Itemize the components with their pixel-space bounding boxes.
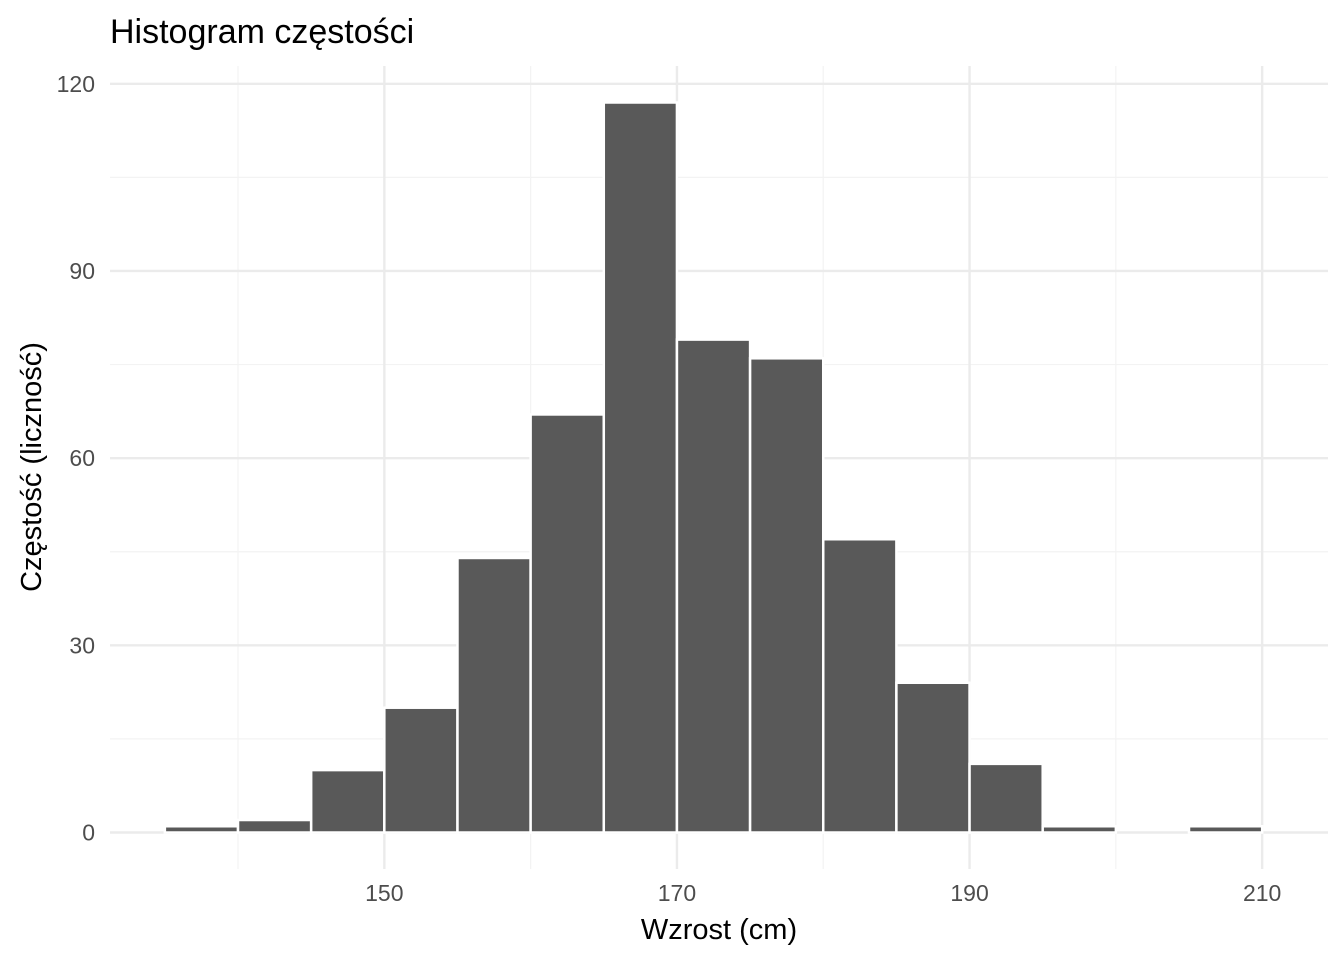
y-tick-label: 60 [69, 445, 95, 471]
histogram-bar-170-175 [675, 338, 752, 834]
histogram-bar-205-210 [1187, 825, 1264, 834]
histogram-bar-175-180 [748, 357, 825, 834]
histogram-bar-185-190 [895, 681, 971, 834]
histogram-bar-145-150 [309, 768, 386, 834]
bars [163, 101, 1264, 834]
histogram-bar-140-145 [236, 818, 313, 834]
x-tick-label: 210 [1243, 880, 1281, 906]
y-tick-label: 30 [69, 632, 95, 658]
y-tick-label: 90 [69, 258, 95, 284]
x-axis-ticks: 150 170 190 210 [365, 880, 1281, 906]
histogram-bar-165-170 [602, 101, 679, 834]
histogram-bar-150-155 [383, 706, 459, 834]
y-tick-label: 120 [57, 71, 95, 97]
histogram-bar-155-160 [456, 556, 532, 834]
histogram-bar-190-195 [968, 762, 1044, 834]
y-axis-title: Częstość (liczność) [16, 342, 48, 592]
y-axis-ticks: 0 30 60 90 120 [57, 71, 95, 846]
x-tick-label: 150 [365, 880, 403, 906]
histogram-bar-160-165 [529, 413, 606, 834]
histogram-bar-180-185 [821, 538, 898, 834]
x-tick-label: 170 [658, 880, 696, 906]
x-axis-title: Wzrost (cm) [641, 914, 797, 946]
y-tick-label: 0 [82, 820, 95, 846]
chart-title: Histogram częstości [110, 13, 414, 51]
x-tick-label: 190 [950, 880, 988, 906]
histogram-bar-135-140 [163, 825, 240, 834]
histogram-bar-195-200 [1041, 825, 1118, 834]
